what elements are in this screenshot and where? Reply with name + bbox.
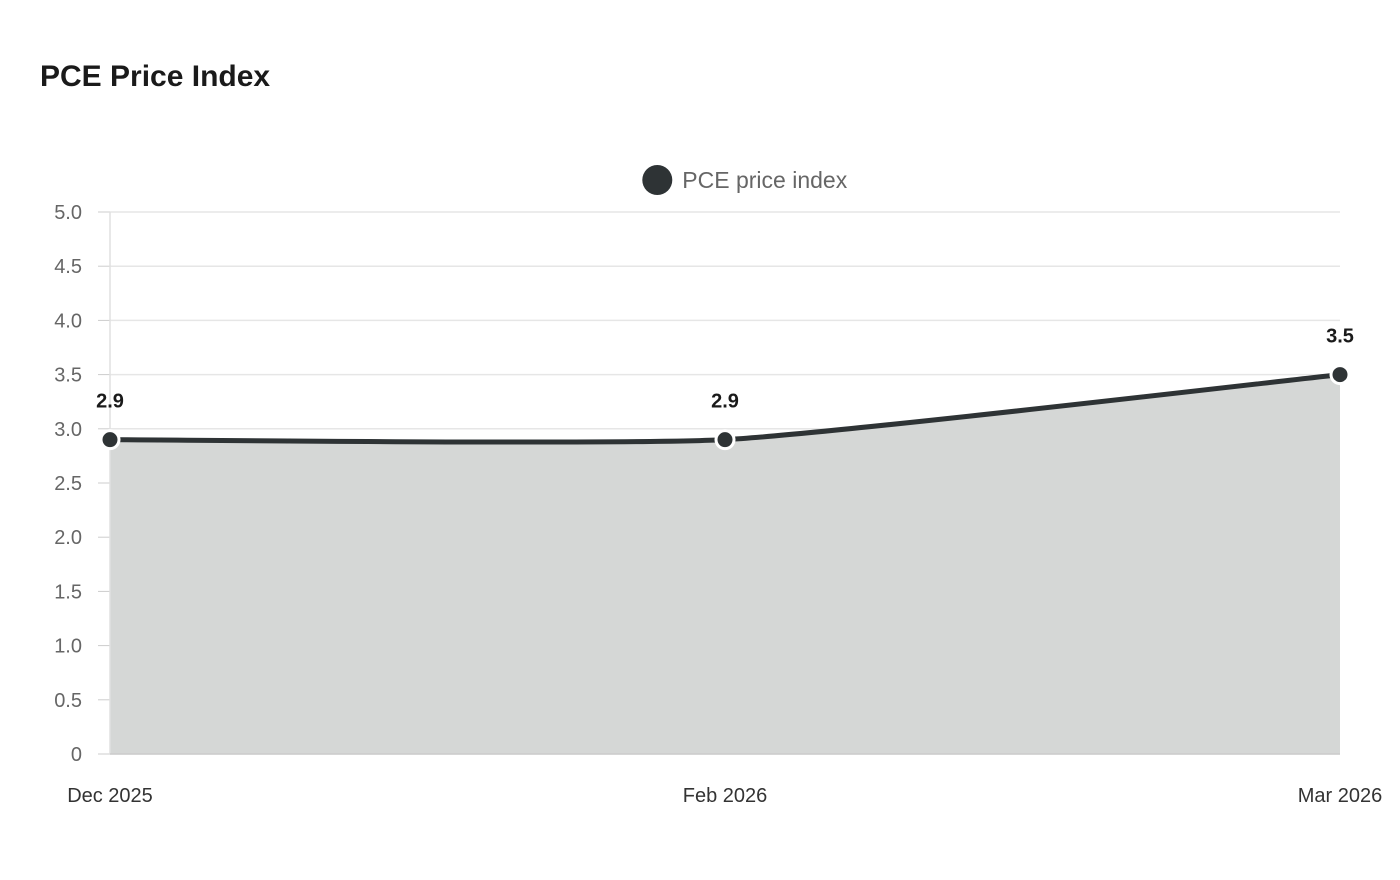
- x-axis-ticks: Dec 2025 Feb 2026 Mar 2026: [67, 785, 1382, 807]
- y-tick-label: 0: [71, 744, 82, 766]
- data-label: 2.9: [96, 391, 124, 413]
- data-labels: 2.9 2.9 3.5: [96, 326, 1354, 413]
- series-area-fill: [110, 374, 1340, 754]
- data-point: [1329, 364, 1351, 386]
- x-tick-label: Mar 2026: [1298, 785, 1383, 807]
- data-point: [99, 429, 121, 451]
- y-tick-label: 3.5: [54, 365, 82, 387]
- x-tick-label: Dec 2025: [67, 785, 153, 807]
- y-tick-label: 4.0: [54, 310, 82, 332]
- data-label: 2.9: [711, 391, 739, 413]
- y-tick-label: 3.0: [54, 419, 82, 441]
- legend-label: PCE price index: [682, 167, 847, 193]
- legend-marker: [642, 165, 673, 195]
- x-tick-label: Feb 2026: [683, 785, 768, 807]
- y-tick-label: 2.5: [54, 473, 82, 495]
- y-tick-label: 1.5: [54, 581, 82, 603]
- data-point: [714, 429, 736, 451]
- y-tick-label: 2.0: [54, 527, 82, 549]
- y-tick-label: 5.0: [54, 202, 82, 224]
- legend[interactable]: PCE price index: [642, 165, 848, 195]
- axes: [109, 212, 1340, 755]
- chart-title: PCE Price Index: [40, 60, 271, 93]
- y-tick-label: 4.5: [54, 256, 82, 278]
- y-tick-label: 1.0: [54, 636, 82, 658]
- y-tick-label: 0.5: [54, 690, 82, 712]
- data-label: 3.5: [1326, 326, 1354, 348]
- y-axis-ticks: 0 0.5 1.0 1.5 2.0 2.5 3.0 3.5 4.0 4.5 5.0: [54, 202, 110, 766]
- data-points: [99, 364, 1351, 451]
